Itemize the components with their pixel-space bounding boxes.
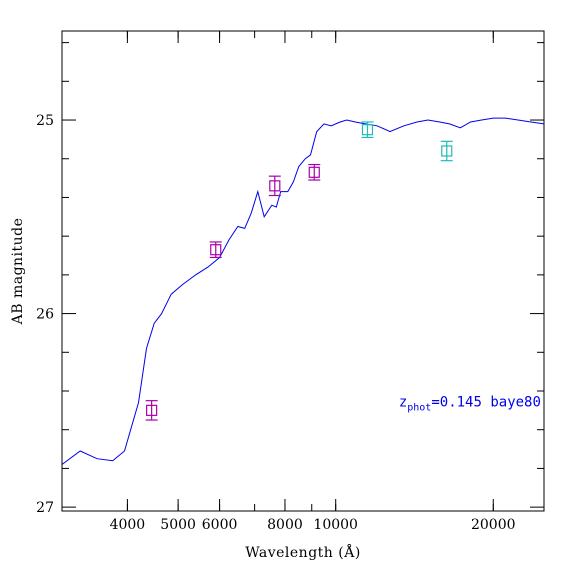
x-tick-labels: 4000 5000 6000 8000 10000 20000 bbox=[110, 517, 516, 533]
y-tick-label: 26 bbox=[36, 307, 54, 323]
x-tick-label: 5000 bbox=[160, 517, 196, 533]
plot-frame bbox=[61, 30, 545, 512]
data-marker bbox=[308, 166, 320, 178]
photometry-point bbox=[145, 400, 158, 421]
data-marker bbox=[441, 145, 453, 157]
x-tick-label: 4000 bbox=[110, 517, 146, 533]
photometry-point bbox=[361, 121, 374, 139]
data-marker bbox=[210, 244, 222, 256]
y-axis-title: AB magnitude bbox=[10, 218, 26, 326]
photometry-point bbox=[268, 175, 281, 197]
data-marker bbox=[269, 180, 281, 192]
photometry-point bbox=[308, 163, 321, 181]
x-tick-label: 20000 bbox=[471, 517, 516, 533]
y-tick-label: 25 bbox=[36, 113, 54, 129]
plot-series bbox=[62, 117, 544, 465]
x-tick-label: 10000 bbox=[313, 517, 358, 533]
y-tick-label: 27 bbox=[36, 500, 54, 516]
x-tick-label: 6000 bbox=[202, 517, 238, 533]
photometry-point bbox=[209, 241, 222, 259]
data-marker bbox=[146, 404, 158, 416]
x-tick-label: 8000 bbox=[267, 517, 303, 533]
annotation-text: =0.145 baye80 bbox=[431, 394, 541, 410]
axis-ticks bbox=[61, 31, 544, 511]
template-spectrum-line bbox=[62, 117, 544, 465]
photo-z-annotation: zphot=0.145 baye80 bbox=[399, 394, 541, 413]
y-tick-labels: 25 26 27 bbox=[36, 113, 54, 516]
data-marker bbox=[361, 124, 374, 136]
annotation-subscript: phot bbox=[407, 402, 431, 413]
photometry-point bbox=[440, 140, 453, 162]
annotation-prefix: z bbox=[399, 394, 407, 410]
x-axis-title: Wavelength (Å) bbox=[245, 543, 361, 561]
